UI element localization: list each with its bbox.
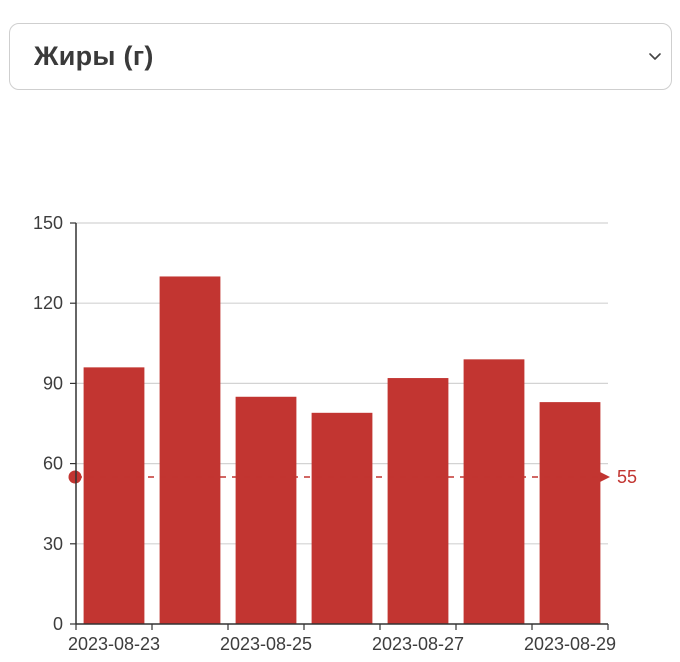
reference-line-55: 55 xyxy=(68,467,637,487)
x-tick-label: 2023-08-29 xyxy=(524,634,616,654)
x-tick-label: 2023-08-27 xyxy=(372,634,464,654)
y-axis-labels: 0 30 60 90 120 150 xyxy=(33,213,63,634)
x-tick-label: 2023-08-23 xyxy=(68,634,160,654)
y-tick-label: 30 xyxy=(43,534,63,554)
bar-2023-08-29[interactable] xyxy=(539,402,601,624)
nutrient-select[interactable]: Жиры (г) xyxy=(9,23,672,90)
reference-arrow xyxy=(600,471,610,482)
bar-2023-08-27[interactable] xyxy=(387,378,449,624)
y-tick-label: 0 xyxy=(53,614,63,634)
bar-2023-08-24[interactable] xyxy=(159,276,221,624)
reference-start-dot xyxy=(68,470,82,484)
bar-2023-08-28[interactable] xyxy=(463,359,525,624)
bar-2023-08-23[interactable] xyxy=(83,367,145,624)
bar-2023-08-26[interactable] xyxy=(311,412,373,624)
bars xyxy=(83,276,601,624)
y-tick-label: 90 xyxy=(43,373,63,393)
y-tick-label: 150 xyxy=(33,213,63,233)
x-axis-labels: 2023-08-23 2023-08-25 2023-08-27 2023-08-29 xyxy=(68,634,616,654)
x-tick-label: 2023-08-25 xyxy=(220,634,312,654)
chevron-down-icon xyxy=(649,53,661,60)
nutrient-select-value: Жиры (г) xyxy=(34,41,154,71)
y-tick-label: 60 xyxy=(43,454,63,474)
y-tick-label: 120 xyxy=(33,293,63,313)
axes xyxy=(70,222,609,630)
bar-2023-08-25[interactable] xyxy=(235,396,297,624)
reference-line-label: 55 xyxy=(617,467,637,487)
